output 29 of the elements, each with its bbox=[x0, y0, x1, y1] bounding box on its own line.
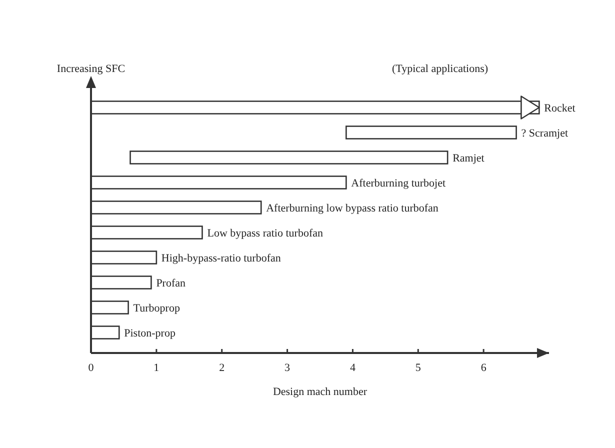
bar bbox=[90, 226, 203, 240]
x-tick-label: 0 bbox=[88, 362, 94, 374]
y-tick-label: Rocket bbox=[544, 102, 576, 114]
x-tick-label: 4 bbox=[350, 362, 356, 374]
bar bbox=[90, 300, 129, 314]
y-tick-label: Afterburning turbojet bbox=[351, 177, 446, 190]
y-tick-label: Profan bbox=[156, 277, 186, 290]
x-tick-label: 2 bbox=[219, 362, 225, 374]
x-tick-label: 1 bbox=[154, 362, 160, 374]
y-tick-label: Turboprop bbox=[133, 302, 180, 314]
bar bbox=[90, 250, 158, 264]
bar bbox=[346, 126, 517, 140]
y-tick-label: Ramjet bbox=[452, 152, 484, 164]
bar bbox=[90, 326, 120, 340]
y-tick-label: High-bypass-ratio turbofan bbox=[161, 252, 282, 264]
bar bbox=[90, 276, 152, 290]
x-tick-label: 3 bbox=[284, 362, 291, 374]
y-tick-label: Afterburning low bypass ratio turbofan bbox=[266, 202, 439, 214]
x-tick-label: 6 bbox=[480, 362, 487, 374]
y-axis-title: Increasing SFC bbox=[56, 63, 126, 75]
x-axis-title: Design mach number bbox=[272, 386, 368, 398]
bar bbox=[90, 200, 262, 214]
bar bbox=[90, 176, 347, 190]
y-tick-label: ? Scramjet bbox=[521, 127, 568, 140]
bar bbox=[130, 150, 448, 164]
y-tick-label: Piston-prop bbox=[124, 327, 176, 340]
x-tick-label: 5 bbox=[415, 362, 422, 374]
text: (Typical applications) bbox=[392, 63, 488, 75]
y-tick-label: Low bypass ratio turbofan bbox=[207, 227, 324, 240]
